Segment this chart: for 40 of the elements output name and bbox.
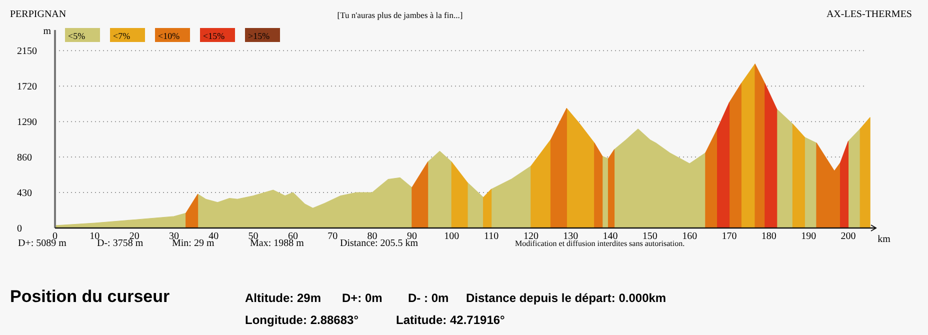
text: D+: 0m bbox=[342, 291, 382, 305]
text: AX-LES-THERMES bbox=[826, 9, 912, 20]
text: Longitude: 2.88683° bbox=[245, 313, 359, 327]
y-tick-label: 430 bbox=[17, 188, 32, 200]
text: Max: 1988 m bbox=[250, 238, 304, 249]
text: <10% bbox=[158, 31, 180, 41]
y-tick-label: 860 bbox=[17, 152, 32, 164]
text: <7% bbox=[113, 31, 131, 41]
x-tick-label: 180 bbox=[761, 231, 776, 242]
chart-title: [Tu n'auras plus de jambes à la fin...] bbox=[337, 10, 463, 20]
x-tick-label: 160 bbox=[682, 231, 698, 242]
x-tick-label: 70 bbox=[328, 231, 338, 242]
text: Modification et diffusion interdites sans autorisation. bbox=[515, 239, 685, 248]
y-tick-label: 0 bbox=[17, 224, 22, 234]
x-tick-label: 190 bbox=[801, 231, 816, 242]
text: PERPIGNAN bbox=[10, 9, 66, 20]
text: <5% bbox=[68, 31, 86, 41]
x-tick-label: 170 bbox=[722, 231, 737, 242]
y-tick-label: 1720 bbox=[17, 82, 37, 93]
annotation: >15% bbox=[248, 31, 270, 41]
x-axis-title: km bbox=[878, 234, 891, 245]
x-tick-label: 120 bbox=[523, 231, 538, 242]
text: Distance depuis le départ: 0.000km bbox=[466, 291, 666, 305]
x-tick-label: 80 bbox=[367, 231, 378, 242]
text: Position du curseur bbox=[10, 287, 170, 306]
y-tick-label: 2150 bbox=[17, 46, 37, 58]
x-tick-label: 140 bbox=[602, 231, 618, 242]
x-tick-label: 130 bbox=[563, 231, 578, 242]
x-tick-label: 150 bbox=[642, 231, 658, 242]
y-tick-label: 1290 bbox=[17, 117, 37, 128]
text: D-: 3758 m bbox=[97, 238, 144, 249]
x-tick-label: 100 bbox=[444, 231, 460, 242]
text: D+: 5089 m bbox=[18, 238, 67, 249]
x-tick-label: 110 bbox=[484, 231, 499, 242]
text: Altitude: 29m bbox=[245, 291, 322, 305]
x-tick-label: 200 bbox=[840, 231, 856, 242]
text: <15% bbox=[203, 31, 226, 41]
y-axis-title: m bbox=[43, 26, 52, 37]
text: Latitude: 42.71916° bbox=[396, 313, 506, 327]
text: D- : 0m bbox=[408, 291, 449, 305]
